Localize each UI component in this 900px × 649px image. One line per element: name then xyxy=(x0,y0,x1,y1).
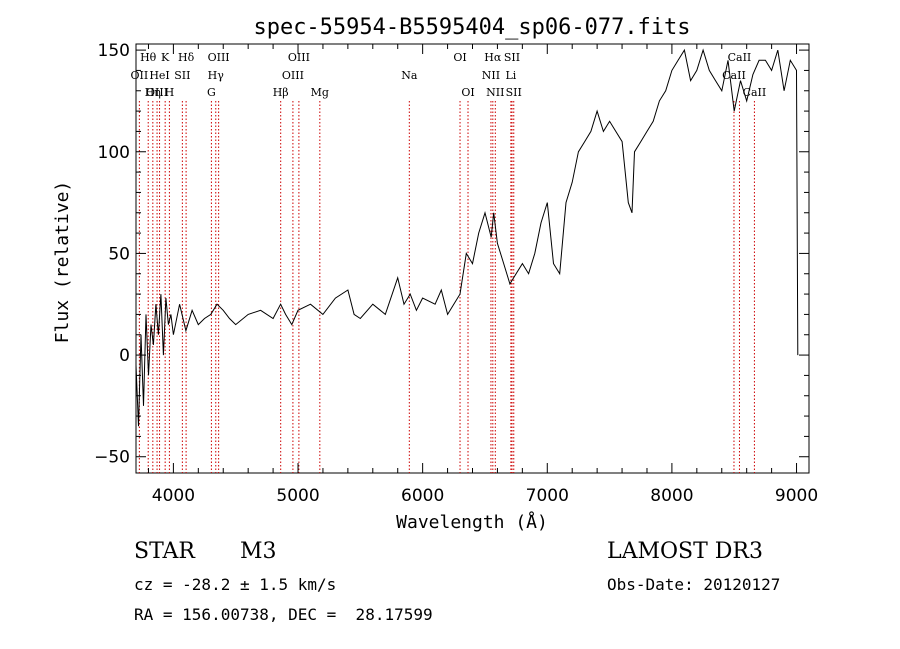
survey-name: LAMOST DR3 xyxy=(607,539,763,564)
y-tick-label: 100 xyxy=(98,143,130,163)
x-tick-label: 7000 xyxy=(526,486,569,506)
line-label: H xyxy=(165,86,175,99)
coordinates: RA = 156.00738, DEC = 28.17599 xyxy=(134,605,433,624)
plot-frame xyxy=(135,43,810,474)
x-tick-label: 6000 xyxy=(401,486,444,506)
line-label: Na xyxy=(401,69,418,82)
line-label: Hγ xyxy=(208,69,225,82)
line-label: Hθ xyxy=(140,51,157,64)
chart-title: spec-55954-B5595404_sp06-077.fits xyxy=(253,15,690,40)
line-label: CaII xyxy=(722,69,746,82)
obs-date: Obs-Date: 20120127 xyxy=(607,575,781,594)
line-label: Hα xyxy=(484,51,502,64)
x-axis: 4000 5000 6000 7000 8000 9000 xyxy=(147,44,818,506)
y-tick-label: 50 xyxy=(108,244,130,264)
object-type: STAR xyxy=(134,539,195,564)
line-label: G xyxy=(207,86,216,99)
spectrum-chart: spec-55954-B5595404_sp06-077.fits Hθ K Hδ O… xyxy=(52,15,818,533)
line-label: OIII xyxy=(146,86,168,99)
line-label: OI xyxy=(461,86,474,99)
line-label: NII xyxy=(482,69,500,82)
line-label: Hδ xyxy=(178,51,195,64)
line-label: Li xyxy=(505,69,516,82)
line-label: Hη xyxy=(145,86,161,99)
line-label: CaII xyxy=(728,51,752,64)
line-marker-group xyxy=(138,101,755,473)
line-label: NII xyxy=(486,86,504,99)
y-tick-label: 150 xyxy=(98,41,130,61)
line-label: CaII xyxy=(743,86,767,99)
line-label: OI xyxy=(453,51,466,64)
redshift-value: cz = -28.2 ± 1.5 km/s xyxy=(134,575,337,594)
line-label: OII xyxy=(131,69,149,82)
line-label: HeI xyxy=(149,69,169,82)
y-tick-label: 0 xyxy=(119,346,130,366)
x-tick-label: 8000 xyxy=(650,486,693,506)
line-label: SII xyxy=(504,51,520,64)
line-label: SII xyxy=(174,69,190,82)
spectrum-line xyxy=(135,48,799,427)
line-label: Mg xyxy=(311,86,329,99)
line-label: K xyxy=(161,51,170,64)
x-tick-label: 4000 xyxy=(152,486,195,506)
x-tick-label: 9000 xyxy=(775,486,818,506)
line-label: OIII xyxy=(282,69,304,82)
y-axis-label: Flux (relative) xyxy=(52,181,73,344)
line-label: SII xyxy=(506,86,522,99)
line-label: Hβ xyxy=(273,86,289,99)
y-tick-label: −50 xyxy=(94,448,130,468)
line-label: OIII xyxy=(288,51,310,64)
y-axis: −50 0 50 100 150 xyxy=(94,41,809,468)
line-label: OIII xyxy=(208,51,230,64)
x-axis-label: Wavelength (Å) xyxy=(396,511,548,533)
subclass: M3 xyxy=(240,539,277,564)
x-tick-label: 5000 xyxy=(276,486,319,506)
